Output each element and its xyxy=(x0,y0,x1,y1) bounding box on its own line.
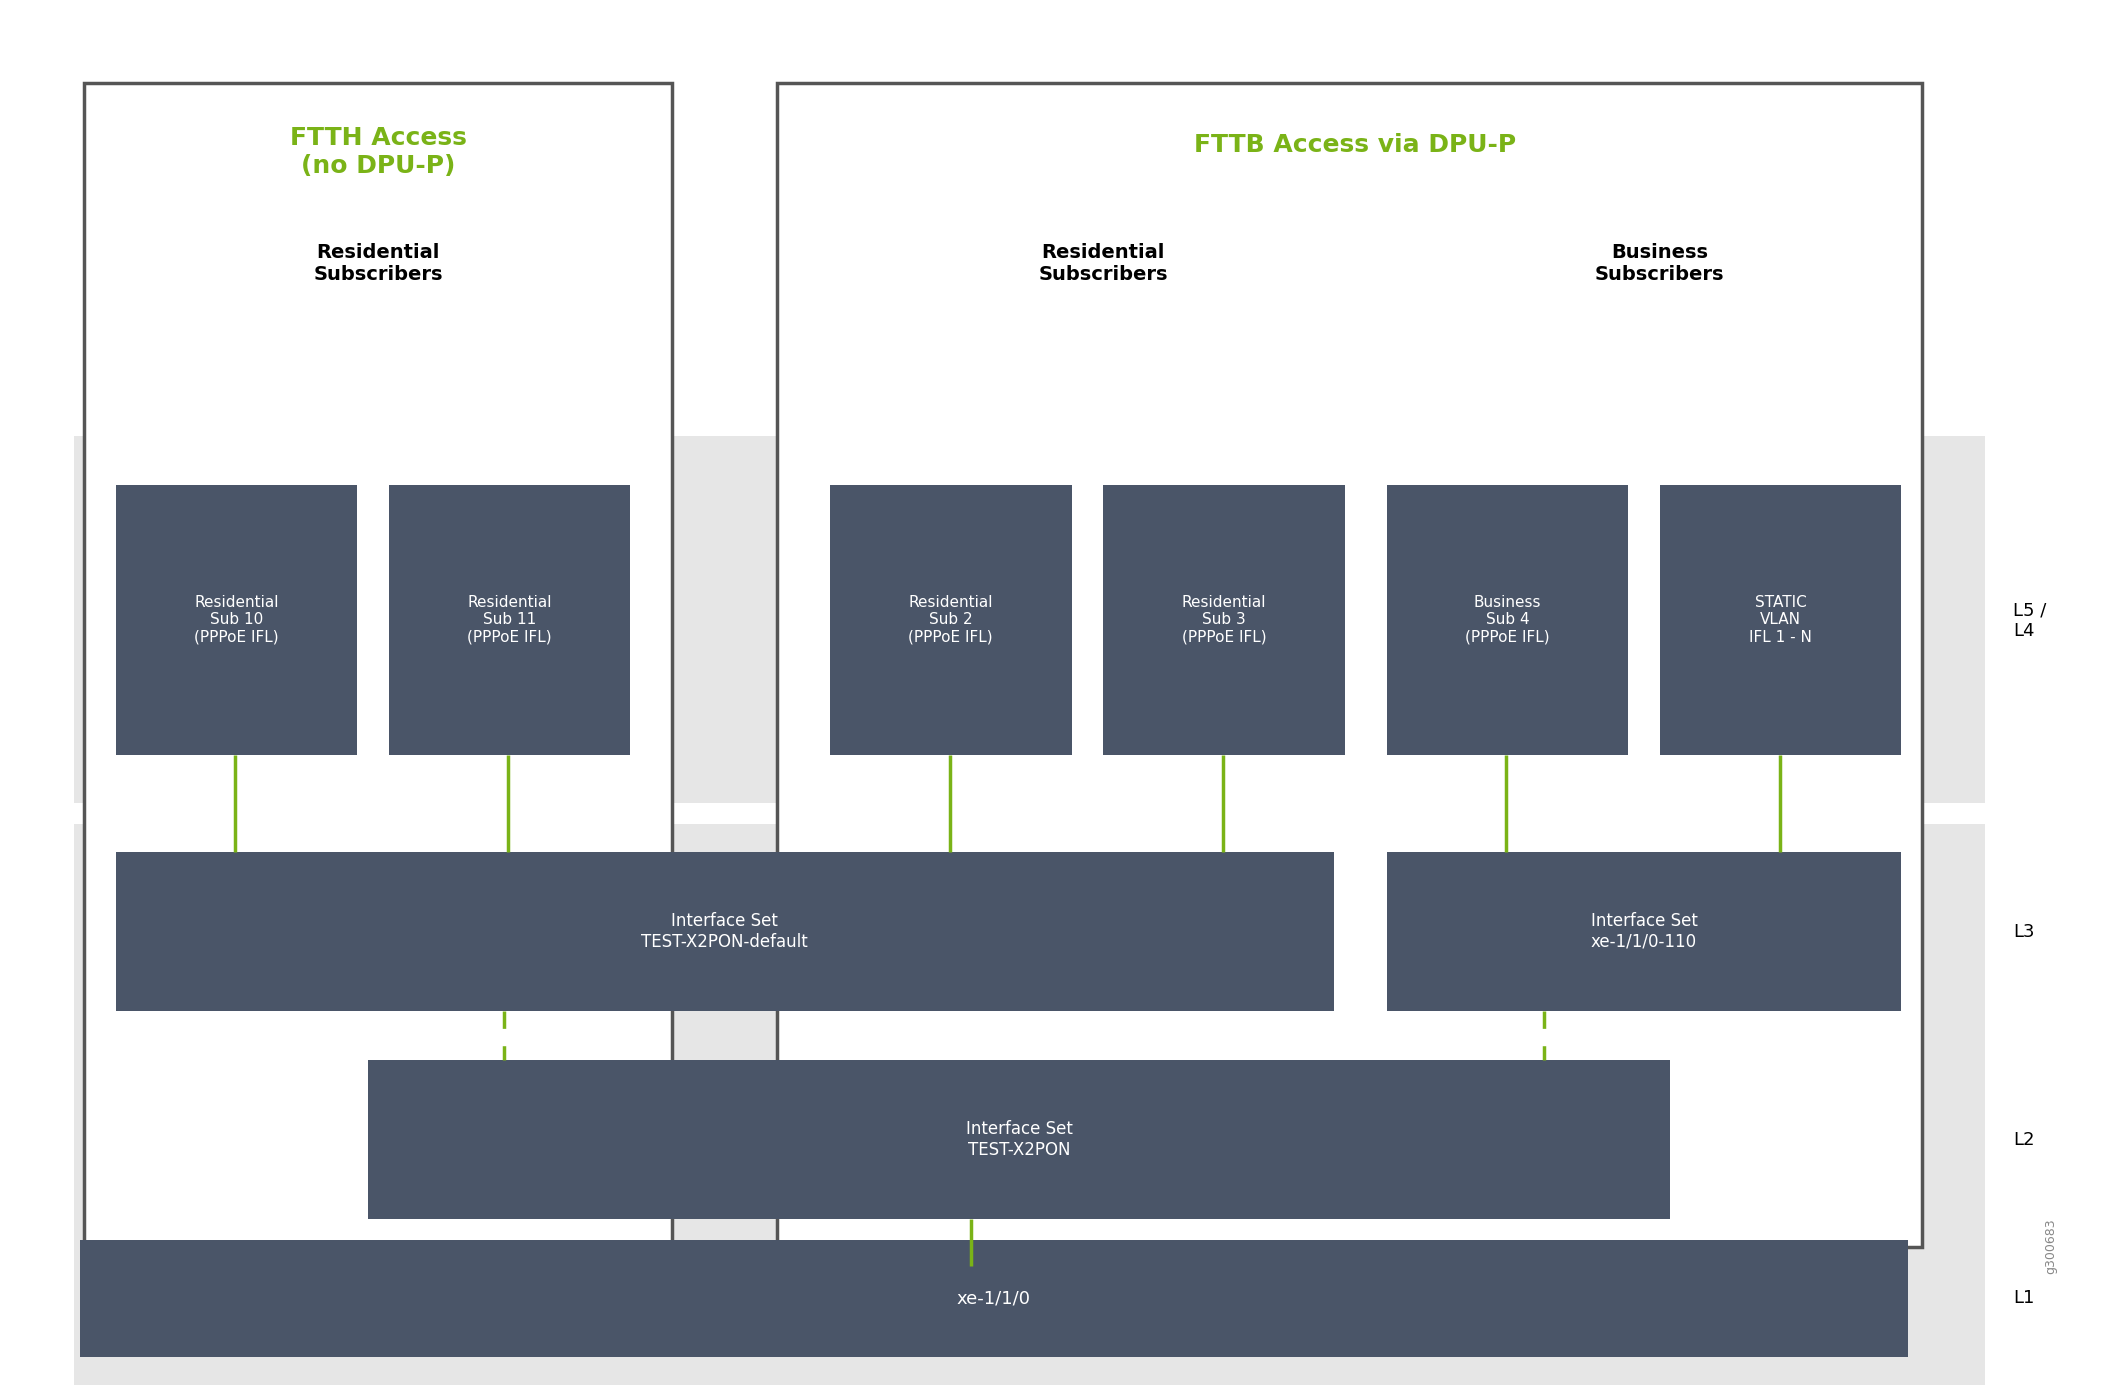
Text: FTTH Access
(no DPU-P): FTTH Access (no DPU-P) xyxy=(290,126,466,179)
Bar xyxy=(1387,852,1901,1011)
Text: Business
Subscribers: Business Subscribers xyxy=(1595,242,1725,284)
Text: L3: L3 xyxy=(2013,924,2034,940)
Text: g300683: g300683 xyxy=(2044,1219,2057,1274)
Text: Residential
Sub 2
(PPPoE IFL): Residential Sub 2 (PPPoE IFL) xyxy=(908,596,994,644)
Bar xyxy=(1387,485,1628,755)
Bar xyxy=(389,485,630,755)
Text: xe-1/1/0: xe-1/1/0 xyxy=(956,1289,1032,1307)
Text: STATIC
VLAN
IFL 1 - N: STATIC VLAN IFL 1 - N xyxy=(1750,596,1811,644)
Bar xyxy=(116,485,357,755)
Bar xyxy=(74,824,1985,1039)
Text: Interface Set
TEST-X2PON: Interface Set TEST-X2PON xyxy=(966,1119,1072,1159)
Text: Residential
Sub 3
(PPPoE IFL): Residential Sub 3 (PPPoE IFL) xyxy=(1181,596,1267,644)
Text: FTTB Access via DPU-P: FTTB Access via DPU-P xyxy=(1193,133,1517,158)
Text: L1: L1 xyxy=(2013,1289,2034,1306)
Text: Business
Sub 4
(PPPoE IFL): Business Sub 4 (PPPoE IFL) xyxy=(1464,596,1551,644)
Text: Residential
Sub 11
(PPPoE IFL): Residential Sub 11 (PPPoE IFL) xyxy=(466,596,553,644)
Text: Residential
Subscribers: Residential Subscribers xyxy=(1038,242,1168,284)
Bar xyxy=(80,1240,1908,1357)
Text: L5 /
L4: L5 / L4 xyxy=(2013,601,2046,640)
Text: Residential
Sub 10
(PPPoE IFL): Residential Sub 10 (PPPoE IFL) xyxy=(193,596,279,644)
Bar xyxy=(777,83,1922,1246)
Bar xyxy=(1660,485,1901,755)
Bar xyxy=(74,1032,1985,1246)
Bar xyxy=(84,83,672,1246)
Text: Interface Set
TEST-X2PON-default: Interface Set TEST-X2PON-default xyxy=(641,911,809,951)
Text: Residential
Subscribers: Residential Subscribers xyxy=(313,242,443,284)
Bar xyxy=(368,1060,1670,1219)
Bar xyxy=(74,436,1985,803)
Text: L2: L2 xyxy=(2013,1132,2034,1148)
Bar xyxy=(1103,485,1345,755)
Text: Interface Set
xe-1/1/0-110: Interface Set xe-1/1/0-110 xyxy=(1590,911,1698,951)
Bar xyxy=(830,485,1072,755)
Bar xyxy=(74,1233,1985,1385)
Bar xyxy=(116,852,1334,1011)
